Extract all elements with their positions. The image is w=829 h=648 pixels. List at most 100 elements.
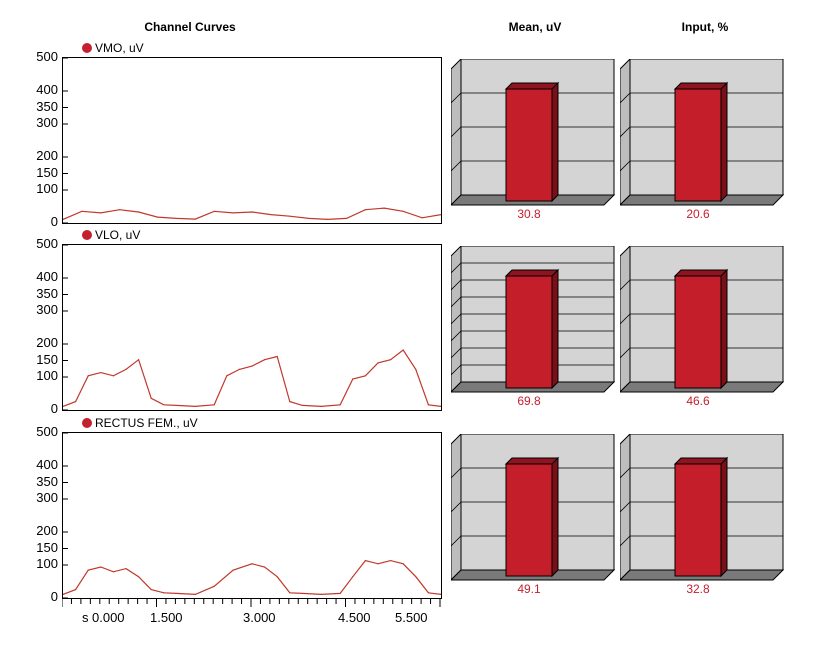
value-bar-side [720,81,728,203]
signal-point [226,375,228,377]
value-bar [674,88,722,202]
y-tick-label: 200 [36,335,58,350]
signal-point [390,559,392,562]
signal-point [440,405,441,407]
signal-point [138,359,140,361]
signal-point [427,592,429,594]
bar-grid-line [450,535,614,547]
signal-point [251,365,253,367]
y-tick-label: 400 [36,269,58,284]
channel-label: VLO, uV [82,228,140,242]
signal-point [383,207,385,209]
signal-point [119,209,121,211]
channel-plot [62,244,442,411]
value-bar-top [673,457,729,465]
value-bar-side [720,456,728,578]
x-tick-label: 4.500 [338,610,371,625]
signal-point [75,588,77,591]
signal-point [339,592,341,595]
signal-line [63,349,441,408]
signal-point [390,359,392,361]
y-tick-label: 300 [36,490,58,505]
signal-point [264,359,266,361]
x-tick-label: 0.000 [92,610,125,625]
signal-point [264,566,266,568]
signal-point [320,593,322,595]
signal-point [427,404,429,406]
signal-point [377,563,379,565]
channel-marker-icon [82,230,92,240]
x-tick-label: 1.500 [150,610,183,625]
value-bar-side [720,268,728,390]
input-bar-panel [618,57,785,212]
bar-value-label: 32.8 [686,582,710,596]
bar-grid-line [450,467,614,479]
y-tick-label: 100 [36,368,58,383]
signal-point [63,218,64,220]
signal-point [112,571,114,573]
signal-point [194,593,196,595]
signal-point [213,210,215,212]
x-tick-label: 5.500 [395,610,428,625]
signal-point [63,593,64,595]
value-bar-side [551,268,559,390]
signal-point [232,569,234,571]
bar-grid-line [450,126,614,138]
signal-point [251,563,253,565]
bar-grid-line [450,160,614,172]
header-channel-curves: Channel Curves [144,20,236,34]
signal-point [301,592,303,595]
y-tick-label: 200 [36,523,58,538]
signal-point [352,378,354,380]
y-tick-label: 400 [36,457,58,472]
signal-point [81,210,83,212]
value-bar-top [504,269,560,277]
signal-point [352,576,354,578]
value-bar-side [551,456,559,578]
signal-point [138,211,140,213]
signal-point [125,368,127,370]
y-tick-label: 300 [36,302,58,317]
mean-bar-panel [449,244,616,399]
signal-line [63,559,441,596]
channel-plot [62,57,442,224]
bar-grid-line [450,313,614,325]
y-tick-label: 0 [50,401,58,416]
y-tick-label: 400 [36,82,58,97]
signal-point [339,404,341,406]
value-bar-top [673,269,729,277]
y-tick-label: 500 [36,236,58,251]
y-tick-label: 150 [36,539,58,555]
signal-point [364,209,366,211]
channel-label-text: VMO, uV [95,41,144,55]
signal-point [327,218,329,220]
value-bar-top [673,82,729,90]
y-tick-label: 500 [36,424,58,439]
y-tick-label: 350 [36,285,58,301]
value-bar [505,275,553,389]
signal-point [415,368,417,370]
y-tick-label: 0 [50,214,58,229]
signal-point [364,375,366,377]
value-bar-top [504,457,560,465]
header-input: Input, % [681,20,729,34]
bar-grid-line [450,279,614,291]
channel-label: VMO, uV [82,41,144,55]
signal-point [194,405,196,407]
channel-marker-icon [82,418,92,428]
signal-point [175,404,177,407]
signal-point [440,213,441,216]
signal-point [100,371,102,374]
bar-grid-line [450,296,614,308]
bar-grid-line [450,364,614,376]
bar-value-label: 46.6 [686,394,710,408]
signal-point [175,592,177,595]
y-tick-label: 300 [36,115,58,130]
channel-plot [62,432,442,599]
channel-marker-icon [82,43,92,53]
signal-point [87,569,89,571]
y-tick-label: 150 [36,164,58,180]
signal-point [63,405,64,407]
channel-label-text: RECTUS FEM., uV [95,416,198,430]
value-bar [674,275,722,389]
